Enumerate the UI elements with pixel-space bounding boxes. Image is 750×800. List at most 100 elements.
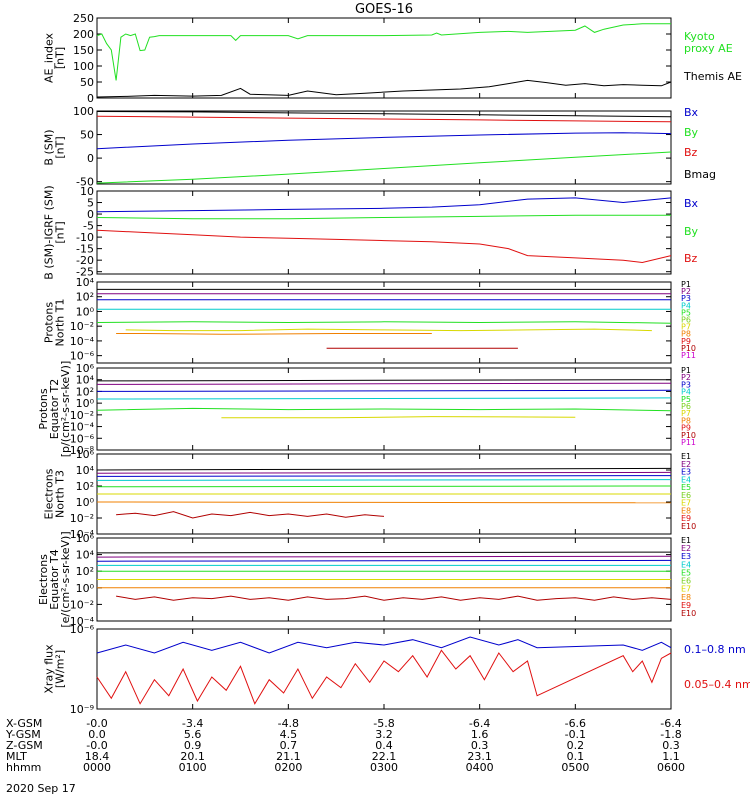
orbit-value: -3.4 (182, 717, 203, 730)
orbit-value: 0.0 (88, 728, 106, 741)
y-tick-label: 10⁻⁶ (70, 350, 95, 363)
series-e7 (96, 501, 672, 504)
series-e4 (96, 479, 672, 481)
series-p4 (96, 397, 672, 400)
y-tick-label: 100 (73, 105, 94, 118)
series-p5 (96, 407, 672, 412)
y-tick-label: 100 (73, 60, 94, 73)
legend-entry: Bx (684, 106, 699, 119)
series-bz (96, 229, 672, 264)
y-tick-label: 10⁻⁶ (70, 432, 95, 445)
legend-entry: P5 (681, 395, 691, 404)
y-tick-label: 10⁻² (70, 598, 94, 611)
legend-entry: P7 (681, 409, 691, 418)
series-bx (96, 132, 672, 150)
legend-entry: E7 (681, 585, 691, 594)
y-tick-label: 10⁻⁴ (70, 615, 95, 628)
panel-protons-equator: 10⁻⁸10⁻⁶10⁻⁴10⁻²10⁰10²10⁴10⁶ProtonsEquat… (37, 361, 696, 458)
legend-entry: E8 (681, 593, 691, 602)
legend-entry: E6 (681, 577, 691, 586)
legend-entry: P2 (681, 287, 691, 296)
y-tick-label: 10⁻² (70, 320, 94, 333)
series-p1 (96, 379, 672, 382)
orbit-value: 0.9 (184, 739, 202, 752)
orbit-value: 4.5 (280, 728, 298, 741)
legend-entry: P3 (681, 294, 691, 303)
legend-entry: proxy AE (684, 42, 733, 55)
y-axis-label: Electrons (43, 468, 56, 519)
y-tick-label: 0 (87, 92, 94, 105)
legend-entry: E2 (681, 460, 691, 469)
series-by (96, 214, 671, 220)
orbit-value: 0000 (83, 761, 111, 774)
orbit-value: 23.1 (467, 750, 492, 763)
y-tick-label: 50 (80, 76, 94, 89)
series-p8 (116, 333, 432, 335)
series-e9 (116, 595, 672, 601)
series-e5 (96, 485, 672, 488)
y-axis-label: Equator T4 (48, 549, 61, 609)
y-tick-label: 10⁻⁴ (70, 335, 95, 348)
y-tick-label: -10 (76, 231, 94, 244)
y-axis-label: [nT] (54, 136, 67, 158)
orbit-row-label: MLT (6, 750, 27, 763)
legend-entry: E10 (681, 609, 696, 618)
y-tick-label: 10 (80, 185, 94, 198)
series-0-05-0-4-nm (96, 649, 672, 705)
orbit-value: 0.4 (375, 739, 393, 752)
legend-entry: E5 (681, 568, 691, 577)
orbit-value: 0300 (370, 761, 398, 774)
y-axis-label: B (SM) (43, 129, 56, 165)
y-tick-label: 10⁴ (76, 374, 95, 387)
legend-entry: P6 (681, 402, 691, 411)
legend-entry: P10 (681, 431, 696, 440)
series-p2 (96, 382, 672, 385)
y-tick-label: 10⁴ (76, 276, 95, 289)
panel-frame (96, 17, 672, 99)
plot-title: GOES-16 (355, 2, 413, 17)
y-tick-label: 10⁻⁹ (70, 703, 94, 716)
orbit-value: 0.3 (662, 739, 680, 752)
legend-entry: P2 (681, 373, 691, 382)
legend-entry: E3 (681, 468, 691, 477)
legend-entry: P1 (681, 280, 691, 289)
y-tick-label: 5 (87, 197, 94, 210)
orbit-value: -0.1 (565, 728, 586, 741)
y-tick-label: 0 (87, 152, 94, 165)
series-p5 (96, 321, 672, 324)
series-e2 (96, 555, 672, 558)
legend-entry: E4 (681, 560, 691, 569)
y-axis-label: Xray flux (43, 644, 56, 694)
orbit-value: 5.6 (184, 728, 202, 741)
panel-xray: 10⁻⁹ 10⁻⁶ Xray flux[W/m²] 0.1–0.8 nm 0.05–0.… (43, 623, 750, 716)
y-tick-label: 10² (76, 565, 94, 578)
series-bmag (96, 111, 672, 118)
series-e2 (96, 471, 672, 474)
legend-entry: Kyoto (684, 30, 715, 43)
y-tick-label: -20 (76, 254, 94, 267)
legend-entry: E5 (681, 483, 691, 492)
orbit-row-label: hhmm (6, 761, 41, 774)
legend-entry: E9 (681, 601, 691, 610)
legend-entry: P9 (681, 424, 691, 433)
legend-entry: P11 (681, 351, 696, 360)
series-p7 (221, 416, 576, 419)
legend-entry: P5 (681, 308, 691, 317)
panel-frame (96, 110, 672, 185)
orbit-value: 0.7 (280, 739, 298, 752)
orbit-row-label: Y-GSM (5, 728, 41, 741)
legend-entry: P9 (681, 337, 691, 346)
legend-entry: E3 (681, 552, 691, 561)
legend-entry: P8 (681, 416, 691, 425)
legend-entry: E4 (681, 475, 691, 484)
y-tick-label: 10⁻⁴ (70, 421, 95, 434)
legend-entry: E9 (681, 514, 691, 523)
legend-entry: P6 (681, 316, 691, 325)
y-tick-label: -50 (76, 176, 94, 189)
orbit-value: 22.1 (372, 750, 397, 763)
series-bz (96, 115, 672, 123)
legend-entry: P1 (681, 366, 691, 375)
